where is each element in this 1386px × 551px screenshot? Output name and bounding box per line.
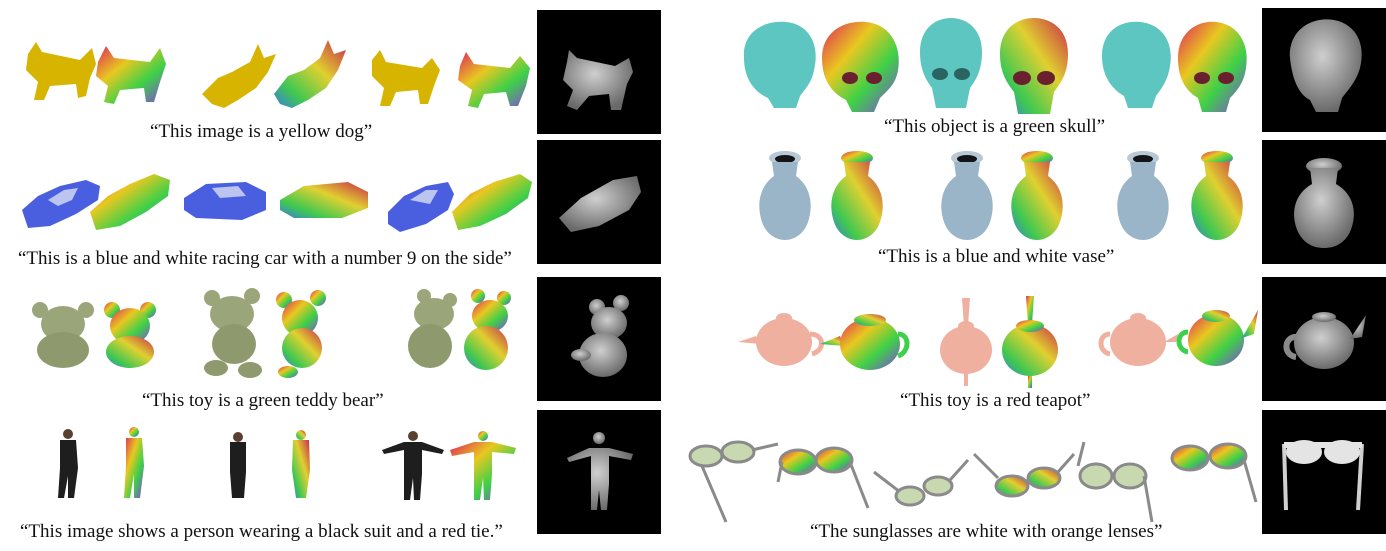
depth-map-person (537, 410, 661, 534)
car-normal-view-2 (278, 178, 370, 220)
depth-map-dog (537, 10, 661, 134)
dog-normal-view-3 (456, 50, 536, 108)
skull-rgb-view-2 (916, 16, 986, 110)
sunglasses-view-5 (1074, 436, 1174, 524)
vase-rgb-view-1 (754, 150, 816, 242)
person-rgb-view-1 (54, 428, 84, 500)
depth-map-sunglasses (1262, 410, 1386, 534)
teapot-normal-view-1 (818, 306, 912, 372)
dog-rgb-view-1 (20, 34, 100, 104)
teapot-rgb-view-2 (936, 296, 996, 388)
bear-normal-view-2 (272, 290, 330, 380)
sunglasses-view-1 (686, 438, 782, 526)
bear-rgb-view-2 (200, 288, 270, 380)
teapot-normal-view-3 (1174, 300, 1260, 370)
vase-rgb-view-3 (1112, 150, 1174, 242)
vase-normal-view-1 (826, 150, 888, 242)
caption-vase: “This is a blue and white vase” (878, 246, 1115, 267)
skull-normal-view-3 (1172, 18, 1252, 114)
skull-normal-view-2 (996, 16, 1072, 116)
person-normal-view-3 (448, 430, 518, 502)
depth-map-bear (537, 277, 661, 401)
person-rgb-view-3 (380, 430, 446, 502)
bear-rgb-view-1 (28, 298, 98, 368)
vase-rgb-view-2 (936, 150, 998, 242)
caption-teapot: “This toy is a red teapot” (900, 390, 1091, 411)
caption-person: “This image shows a person wearing a bla… (20, 521, 503, 542)
depth-map-teapot (1262, 277, 1386, 401)
bear-normal-view-1 (100, 300, 160, 368)
car-rgb-view-1 (20, 176, 102, 232)
car-rgb-view-2 (182, 178, 268, 222)
sunglasses-view-3 (872, 452, 972, 512)
dog-normal-view-1 (92, 36, 172, 106)
car-normal-view-1 (88, 170, 172, 232)
sunglasses-view-6 (1168, 436, 1258, 504)
caption-bear: “This toy is a green teddy bear” (142, 390, 384, 411)
sunglasses-view-4 (972, 448, 1076, 506)
person-rgb-view-2 (226, 432, 250, 500)
car-normal-view-3 (450, 170, 534, 232)
skull-normal-view-1 (816, 18, 902, 114)
depth-map-vase (1262, 140, 1386, 264)
caption-dog: “This image is a yellow dog” (150, 121, 373, 142)
person-normal-view-1 (122, 426, 148, 500)
teapot-normal-view-2 (998, 294, 1060, 390)
teapot-rgb-view-3 (1096, 306, 1180, 370)
bear-rgb-view-3 (402, 288, 460, 372)
dog-rgb-view-3 (368, 48, 444, 108)
sunglasses-view-2 (776, 442, 870, 510)
dog-normal-view-2 (270, 36, 350, 108)
skull-rgb-view-1 (734, 18, 820, 110)
caption-sunglasses: “The sunglasses are white with orange le… (810, 521, 1163, 542)
dog-rgb-view-2 (198, 38, 278, 108)
car-rgb-view-3 (386, 178, 456, 234)
vase-normal-view-3 (1186, 150, 1248, 242)
bear-normal-view-3 (458, 288, 514, 374)
caption-car: “This is a blue and white racing car wit… (18, 248, 512, 269)
depth-map-skull (1262, 8, 1386, 132)
teapot-rgb-view-1 (736, 306, 826, 370)
caption-skull: “This object is a green skull” (884, 116, 1106, 137)
person-normal-view-2 (290, 430, 312, 500)
skull-rgb-view-3 (1096, 18, 1176, 110)
depth-map-car (537, 140, 661, 264)
vase-normal-view-2 (1006, 150, 1068, 242)
